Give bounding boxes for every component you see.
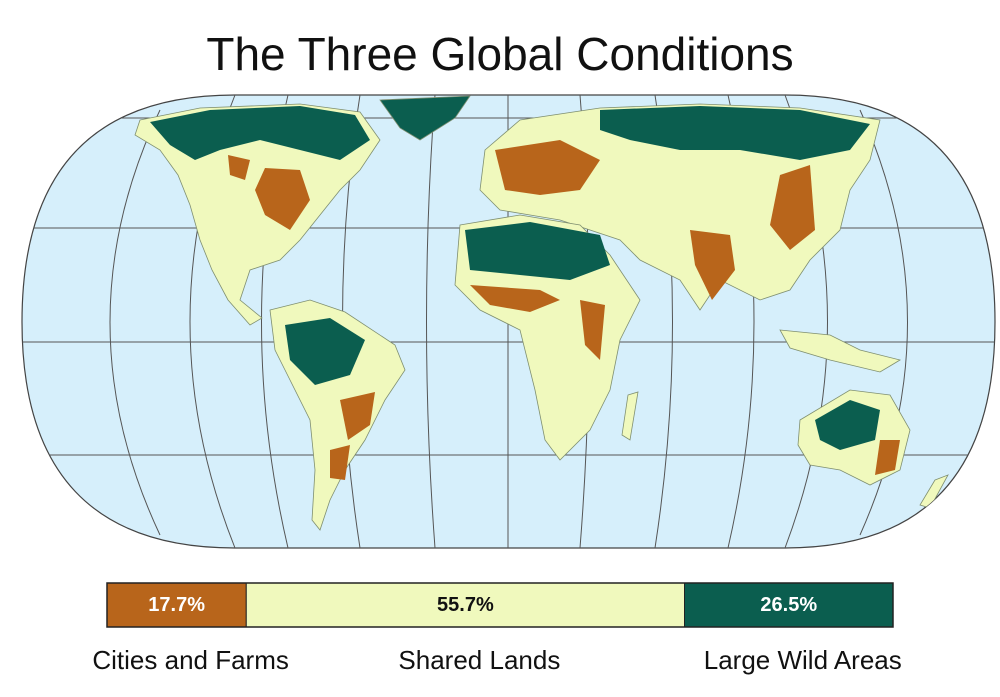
meridian bbox=[426, 95, 436, 548]
bar-frame bbox=[106, 582, 894, 628]
condition-bar: 17.7% Cities and Farms 55.7% Shared Lands 26… bbox=[92, 582, 902, 675]
meridian bbox=[109, 109, 161, 536]
value-label: 17.7% bbox=[148, 594, 205, 616]
farm-area bbox=[690, 230, 735, 300]
madagascar bbox=[621, 391, 639, 441]
legend-label: Large Wild Areas bbox=[704, 645, 902, 675]
legend-label: Cities and Farms bbox=[92, 645, 289, 675]
value-label: 55.7% bbox=[437, 594, 494, 616]
indonesia bbox=[779, 329, 902, 373]
farm-area bbox=[255, 168, 310, 230]
legend-label: Shared Lands bbox=[398, 645, 560, 675]
chart-title: The Three Global Conditions bbox=[206, 28, 793, 80]
farm-area bbox=[875, 440, 900, 475]
wild-area bbox=[150, 106, 370, 160]
farm-area bbox=[770, 165, 815, 250]
farm-area bbox=[495, 140, 600, 195]
world-map bbox=[21, 94, 996, 549]
continents bbox=[134, 95, 949, 531]
wild-area bbox=[465, 222, 610, 280]
wild-area bbox=[815, 400, 880, 450]
wild-area bbox=[285, 318, 365, 385]
wild-area bbox=[600, 106, 870, 160]
greenland bbox=[379, 95, 471, 141]
farm-area bbox=[580, 300, 605, 360]
farm-area bbox=[470, 285, 560, 312]
farm-area bbox=[330, 445, 350, 480]
farm-area bbox=[340, 392, 375, 440]
value-label: 26.5% bbox=[760, 594, 817, 616]
farm-area bbox=[228, 155, 250, 180]
